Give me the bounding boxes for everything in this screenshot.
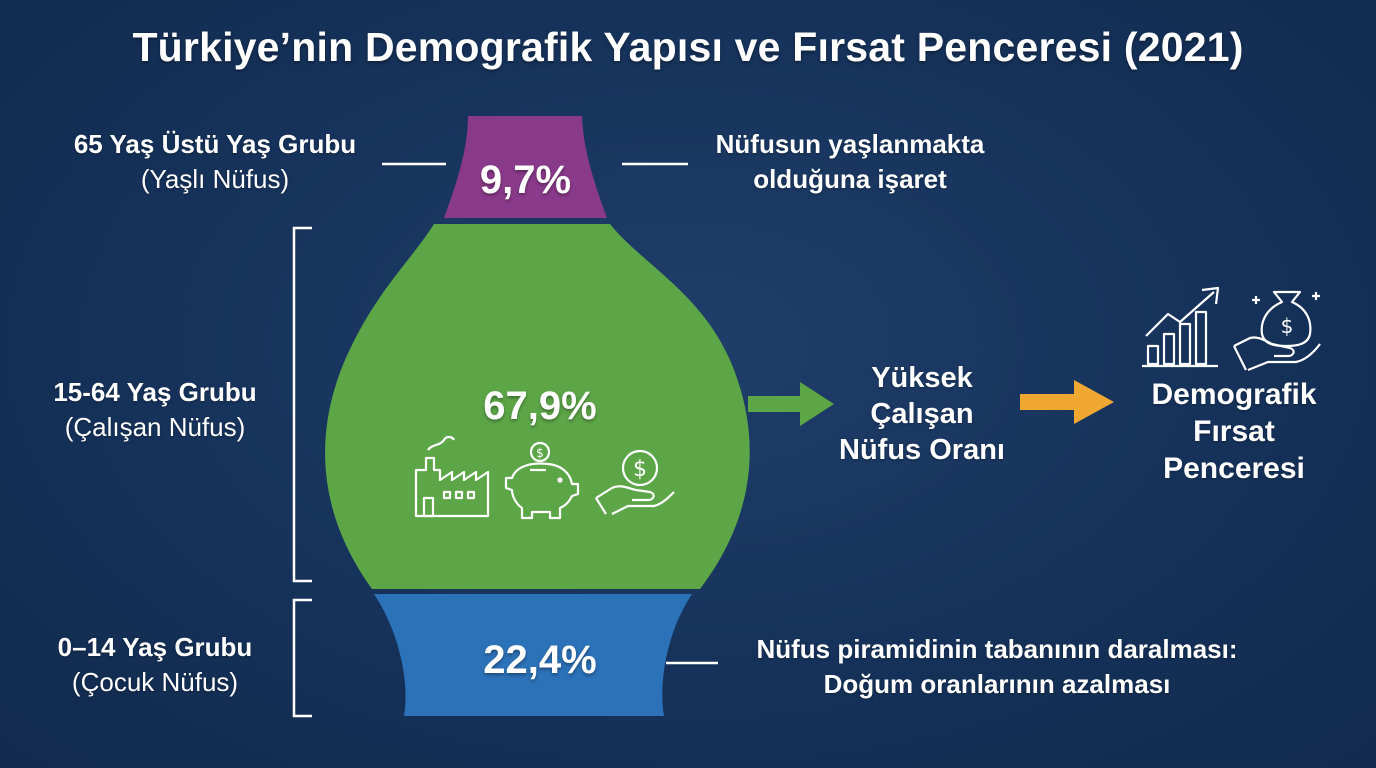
high-working-ratio-line1: Yüksek	[871, 362, 973, 394]
elderly-percentage: 9,7%	[479, 158, 572, 202]
growth-chart-icon	[1142, 286, 1220, 368]
svg-text:$: $	[536, 446, 544, 460]
working-percentage: 67,9%	[483, 384, 597, 428]
children-note-line1: Nüfus piramidinin tabanının daralması:	[756, 634, 1238, 664]
working-group-subtitle: (Çalışan Nüfus)	[64, 412, 246, 442]
high-working-ratio-label: Yüksek Çalışan Nüfus Oranı	[822, 360, 1022, 468]
elderly-segment	[444, 116, 607, 218]
children-percentage: 22,4%	[483, 638, 597, 682]
children-note: Nüfus piramidinin tabanının daralması: D…	[722, 632, 1272, 702]
svg-text:$: $	[633, 457, 647, 482]
high-working-ratio-line3: Nüfus Oranı	[839, 434, 1005, 466]
demographic-window-line3: Penceresi	[1163, 452, 1305, 485]
working-bracket	[292, 226, 312, 583]
elderly-note-line2: olduğuna işaret	[753, 164, 947, 194]
elderly-group-subtitle: (Yaşlı Nüfus)	[140, 164, 290, 194]
arrow-right-orange	[1020, 380, 1114, 424]
demographic-window-label: Demografik Fırsat Penceresi	[1124, 376, 1344, 487]
piggy-bank-icon: $	[504, 441, 580, 520]
children-group-label: 0–14 Yaş Grubu (Çocuk Nüfus)	[30, 630, 280, 700]
children-segment	[374, 594, 692, 716]
demographic-window-line1: Demografik	[1151, 378, 1317, 411]
elderly-note: Nüfusun yaşlanmakta olduğuna işaret	[690, 127, 1010, 197]
factory-icon	[414, 435, 490, 518]
working-group-title: 15-64 Yaş Grubu	[53, 377, 257, 407]
elderly-note-line1: Nüfusun yaşlanmakta	[715, 129, 985, 159]
children-group-subtitle: (Çocuk Nüfus)	[71, 667, 239, 697]
money-bag-hand-icon: $	[1233, 290, 1321, 372]
elderly-group-title: 65 Yaş Üstü Yaş Grubu	[73, 129, 357, 159]
children-note-line2: Doğum oranlarının azalması	[823, 669, 1171, 699]
children-bracket	[292, 598, 312, 718]
children-group-title: 0–14 Yaş Grubu	[57, 632, 253, 662]
elderly-group-label: 65 Yaş Üstü Yaş Grubu (Yaşlı Nüfus)	[40, 127, 390, 197]
demographic-window-line2: Fırsat	[1193, 415, 1275, 448]
page-title: Türkiye’nin Demografik Yapısı ve Fırsat …	[132, 24, 1244, 70]
hand-coin-icon: $	[595, 449, 675, 515]
high-working-ratio-line2: Çalışan	[870, 398, 974, 430]
svg-text:$: $	[1281, 314, 1294, 338]
arrow-right-green	[748, 382, 834, 426]
working-group-label: 15-64 Yaş Grubu (Çalışan Nüfus)	[30, 375, 280, 445]
